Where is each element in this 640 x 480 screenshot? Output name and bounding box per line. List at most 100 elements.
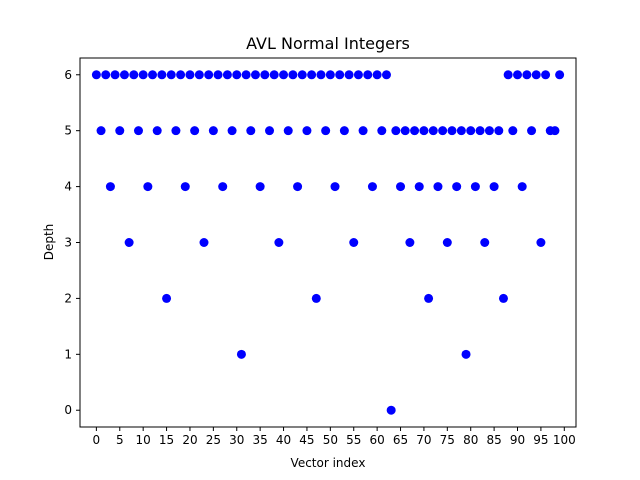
x-tick-label: 25 (206, 433, 221, 447)
data-point (218, 182, 228, 192)
data-point (349, 238, 359, 247)
data-point (344, 70, 354, 80)
data-point (316, 70, 326, 80)
data-point (171, 126, 181, 136)
data-point (475, 126, 485, 136)
data-point (391, 126, 401, 136)
data-point (283, 126, 293, 136)
data-point (470, 182, 480, 192)
data-point (185, 70, 195, 80)
data-point (367, 182, 377, 192)
data-point (274, 238, 284, 247)
data-point (461, 349, 471, 359)
x-tick-label: 80 (463, 433, 478, 447)
x-tick-label: 50 (323, 433, 338, 447)
data-point (353, 70, 363, 80)
data-point (377, 126, 387, 136)
data-point (414, 182, 424, 192)
data-point (255, 182, 265, 192)
data-point (494, 126, 504, 136)
data-point (447, 126, 457, 136)
data-point (513, 70, 523, 80)
data-point (180, 182, 190, 192)
y-tick-label: 2 (64, 291, 72, 305)
data-point (101, 70, 111, 80)
data-point (250, 70, 260, 80)
data-point (115, 126, 125, 136)
x-tick-label: 100 (553, 433, 576, 447)
data-point (555, 70, 565, 80)
x-tick-label: 55 (346, 433, 361, 447)
data-point (190, 126, 200, 136)
plot-area: 0 5 10 15 20 25 30 35 40 45 50 55 60 65 70 75 80 85 90 95 10… (64, 57, 577, 447)
data-point (484, 126, 494, 136)
x-tick-label: 75 (440, 433, 455, 447)
data-point (91, 70, 101, 80)
data-point (279, 70, 289, 80)
data-point (536, 238, 546, 247)
x-tick-label: 0 (93, 433, 101, 447)
data-point (400, 126, 410, 136)
data-point (208, 126, 218, 136)
data-point (307, 70, 317, 80)
data-point (297, 70, 307, 80)
data-point (213, 70, 223, 80)
data-point (452, 182, 462, 192)
x-tick-label: 95 (533, 433, 548, 447)
data-point (265, 126, 275, 136)
data-point (386, 405, 396, 415)
data-point (133, 126, 143, 136)
data-point (110, 70, 120, 80)
data-point (419, 126, 429, 136)
x-tick-label: 5 (116, 433, 124, 447)
data-point (129, 70, 139, 80)
x-tick-label: 10 (136, 433, 151, 447)
data-point (438, 126, 448, 136)
data-point (236, 349, 246, 359)
y-tick-label: 3 (64, 236, 72, 250)
data-point (335, 70, 345, 80)
x-tick-label: 40 (276, 433, 291, 447)
data-point (222, 70, 232, 80)
data-point (204, 70, 214, 80)
data-point (157, 70, 167, 80)
data-point (246, 126, 256, 136)
data-point (105, 182, 115, 192)
data-point (433, 182, 443, 192)
data-point (372, 70, 382, 80)
x-axis-ticks: 0 5 10 15 20 25 30 35 40 45 50 55 60 65 70 75 80 85 90 95 10… (93, 427, 576, 447)
data-point (480, 238, 490, 247)
data-point (424, 293, 434, 303)
data-point (358, 126, 368, 136)
chart-title: AVL Normal Integers (246, 34, 410, 53)
data-point (527, 126, 537, 136)
data-point (410, 126, 420, 136)
data-points (91, 70, 565, 415)
x-tick-label: 60 (369, 433, 384, 447)
data-point (162, 293, 172, 303)
data-point (96, 126, 106, 136)
y-tick-label: 0 (64, 403, 72, 417)
data-point (381, 70, 391, 80)
y-tick-label: 5 (64, 124, 72, 138)
x-tick-label: 85 (486, 433, 501, 447)
data-point (293, 182, 303, 192)
data-point (508, 126, 518, 136)
data-point (550, 126, 560, 136)
data-point (396, 182, 406, 192)
data-point (517, 182, 527, 192)
data-point (199, 238, 209, 247)
data-point (503, 70, 513, 80)
data-point (541, 70, 551, 80)
data-point (194, 70, 204, 80)
y-tick-label: 4 (64, 180, 72, 194)
data-point (269, 70, 279, 80)
data-point (302, 126, 312, 136)
data-point (428, 126, 438, 136)
data-point (260, 70, 270, 80)
data-point (442, 238, 452, 247)
data-point (227, 126, 237, 136)
data-point (138, 70, 148, 80)
data-point (325, 70, 335, 80)
data-point (456, 126, 466, 136)
